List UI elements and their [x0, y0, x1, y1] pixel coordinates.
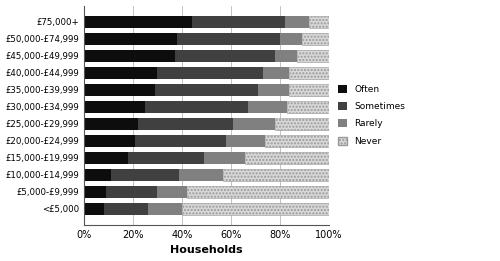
- Bar: [248, 101, 287, 113]
- Bar: [258, 84, 290, 96]
- Bar: [302, 33, 328, 45]
- Bar: [182, 203, 328, 215]
- Bar: [146, 101, 248, 113]
- Bar: [280, 33, 301, 45]
- Bar: [187, 186, 328, 198]
- Bar: [84, 152, 128, 164]
- Bar: [224, 169, 328, 181]
- Bar: [275, 50, 296, 62]
- Bar: [177, 33, 280, 45]
- Legend: Often, Sometimes, Rarely, Never: Often, Sometimes, Rarely, Never: [336, 82, 408, 149]
- Bar: [148, 203, 182, 215]
- Bar: [84, 186, 106, 198]
- Bar: [84, 135, 136, 147]
- Bar: [290, 67, 329, 79]
- Bar: [84, 50, 174, 62]
- Bar: [192, 16, 284, 28]
- Bar: [111, 169, 180, 181]
- Bar: [309, 16, 328, 28]
- Bar: [84, 118, 138, 130]
- Bar: [296, 50, 328, 62]
- Bar: [290, 84, 329, 96]
- Bar: [84, 67, 158, 79]
- Bar: [275, 118, 328, 130]
- Bar: [84, 169, 111, 181]
- Bar: [84, 101, 146, 113]
- Bar: [84, 33, 177, 45]
- Bar: [104, 203, 148, 215]
- Bar: [262, 67, 289, 79]
- Bar: [158, 67, 262, 79]
- Bar: [84, 84, 155, 96]
- Bar: [174, 50, 275, 62]
- Bar: [226, 135, 265, 147]
- Bar: [287, 101, 329, 113]
- Bar: [136, 135, 226, 147]
- Bar: [138, 118, 233, 130]
- Bar: [128, 152, 204, 164]
- Bar: [180, 169, 224, 181]
- Bar: [84, 16, 192, 28]
- Bar: [233, 118, 275, 130]
- X-axis label: Households: Households: [170, 245, 242, 256]
- Bar: [284, 16, 309, 28]
- Bar: [204, 152, 246, 164]
- Bar: [84, 203, 103, 215]
- Bar: [158, 186, 187, 198]
- Bar: [246, 152, 328, 164]
- Bar: [106, 186, 158, 198]
- Bar: [155, 84, 258, 96]
- Bar: [265, 135, 328, 147]
